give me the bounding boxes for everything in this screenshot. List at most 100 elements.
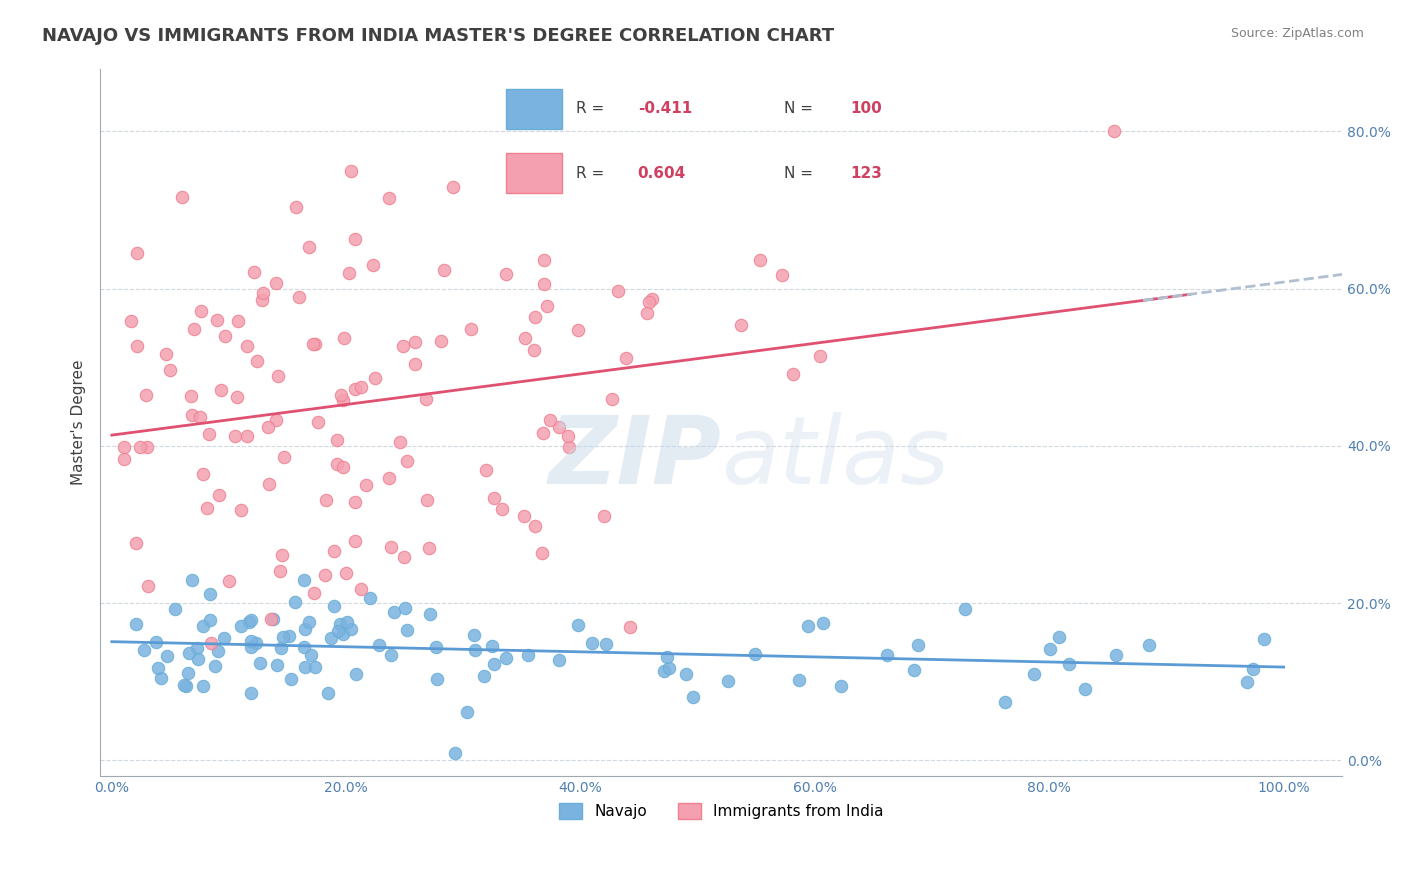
Point <box>262 611 284 625</box>
Point <box>524 519 547 533</box>
Point <box>204 658 226 673</box>
Point <box>266 658 288 673</box>
Point <box>264 276 287 290</box>
Point <box>953 601 976 615</box>
Point <box>907 638 929 652</box>
Point <box>593 509 616 524</box>
Point <box>796 619 818 633</box>
Point <box>225 390 247 404</box>
Point <box>524 310 547 324</box>
Point <box>430 334 453 349</box>
Point <box>744 647 766 661</box>
Point <box>658 661 681 675</box>
Point <box>392 339 415 353</box>
Point <box>404 357 426 371</box>
Point <box>619 620 641 634</box>
Point <box>333 331 356 345</box>
Text: NAVAJO VS IMMIGRANTS FROM INDIA MASTER'S DEGREE CORRELATION CHART: NAVAJO VS IMMIGRANTS FROM INDIA MASTER'S… <box>42 27 834 45</box>
Point <box>180 389 202 403</box>
Point <box>1241 662 1264 676</box>
Point <box>361 258 384 272</box>
Point <box>717 674 740 689</box>
Point <box>636 306 658 320</box>
Point <box>441 179 464 194</box>
Point <box>273 450 295 465</box>
Point <box>1024 667 1046 681</box>
Point <box>472 669 495 683</box>
Point <box>364 371 387 385</box>
Point <box>198 613 221 627</box>
Point <box>808 349 831 363</box>
Point <box>292 640 315 654</box>
Point <box>395 454 418 468</box>
Point <box>250 293 273 307</box>
Point <box>830 679 852 693</box>
Point <box>460 322 482 336</box>
Point <box>475 462 498 476</box>
Point <box>343 382 366 396</box>
Point <box>359 591 381 605</box>
Point <box>135 387 157 401</box>
Point <box>655 650 678 665</box>
Point <box>415 392 437 406</box>
Point <box>335 566 357 580</box>
Point <box>595 636 617 650</box>
Point <box>326 433 349 447</box>
Point <box>513 508 536 523</box>
Point <box>207 644 229 658</box>
Point <box>581 636 603 650</box>
Point <box>246 354 269 368</box>
Point <box>163 602 186 616</box>
Point <box>682 690 704 705</box>
Point <box>260 612 283 626</box>
Point <box>264 412 287 426</box>
Point <box>186 641 208 656</box>
Point <box>298 239 321 253</box>
Point <box>120 314 142 328</box>
Point <box>173 678 195 692</box>
Point <box>150 672 173 686</box>
Point <box>307 416 329 430</box>
Point <box>368 639 391 653</box>
Point <box>269 564 291 578</box>
Point <box>482 491 505 505</box>
Point <box>187 651 209 665</box>
Point <box>288 290 311 304</box>
Point <box>994 695 1017 709</box>
Point <box>181 408 204 422</box>
Point <box>257 477 280 491</box>
Point <box>495 267 517 281</box>
Point <box>538 412 561 426</box>
Point <box>404 335 426 350</box>
Point <box>1105 648 1128 662</box>
Point <box>638 294 661 309</box>
Point <box>240 613 263 627</box>
Point <box>193 467 215 481</box>
Point <box>301 336 323 351</box>
Point <box>200 635 222 649</box>
Point <box>1038 642 1060 657</box>
Point <box>378 471 401 485</box>
Point <box>245 636 267 650</box>
Point <box>464 643 486 657</box>
Point <box>380 540 402 554</box>
Point <box>252 286 274 301</box>
Point <box>523 343 546 357</box>
Point <box>491 502 513 516</box>
Point <box>235 339 257 353</box>
Point <box>557 429 579 443</box>
Point <box>112 440 135 454</box>
Point <box>730 318 752 332</box>
Point <box>536 299 558 313</box>
Point <box>236 429 259 443</box>
Point <box>533 277 555 291</box>
Point <box>415 493 437 508</box>
Point <box>813 615 835 630</box>
Point <box>138 578 160 592</box>
Point <box>394 601 416 615</box>
Point <box>183 322 205 336</box>
Legend: Navajo, Immigrants from India: Navajo, Immigrants from India <box>553 797 890 825</box>
Point <box>174 679 197 693</box>
Point <box>547 420 569 434</box>
Point <box>378 191 401 205</box>
